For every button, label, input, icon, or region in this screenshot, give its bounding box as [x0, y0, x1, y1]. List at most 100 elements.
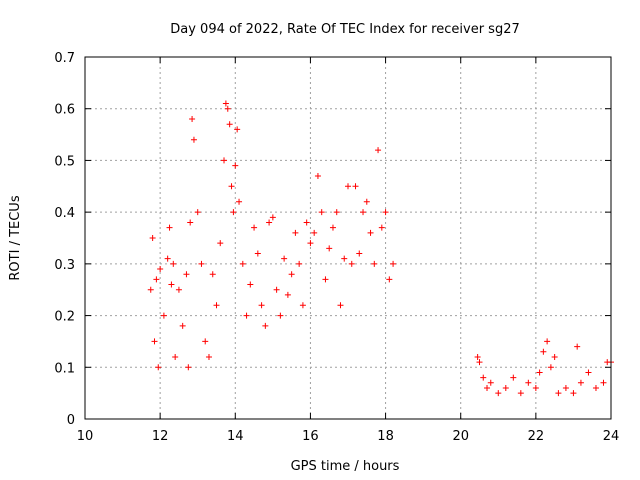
data-point [151, 338, 158, 345]
x-tick-label: 16 [302, 429, 319, 444]
data-point [600, 379, 607, 386]
data-point [170, 260, 177, 267]
x-tick-label: 12 [152, 429, 169, 444]
data-point [363, 198, 370, 205]
data-point [551, 353, 558, 360]
data-point [303, 219, 310, 226]
data-point [155, 364, 162, 371]
data-point [382, 209, 389, 216]
data-point [221, 157, 228, 164]
data-point [517, 390, 524, 397]
chart-title: Day 094 of 2022, Rate Of TEC Index for r… [170, 22, 519, 37]
y-tick-label: 0.6 [54, 103, 75, 118]
data-point [166, 224, 173, 231]
y-tick-label: 0.2 [54, 310, 75, 325]
data-point [329, 224, 336, 231]
data-point [205, 353, 212, 360]
data-point [179, 322, 186, 329]
data-point [337, 302, 344, 309]
data-point [348, 260, 355, 267]
data-point [314, 172, 321, 179]
data-point [495, 390, 502, 397]
data-point [570, 390, 577, 397]
data-point [258, 302, 265, 309]
data-point [222, 100, 229, 107]
data-point [352, 183, 359, 190]
y-tick-label: 0.7 [54, 51, 75, 66]
data-point [254, 250, 261, 257]
data-point [547, 364, 554, 371]
data-point [232, 162, 239, 169]
data-point [224, 105, 231, 112]
data-point [189, 116, 196, 123]
data-point [194, 209, 201, 216]
data-point [544, 338, 551, 345]
data-point [228, 183, 235, 190]
data-point [164, 255, 171, 262]
x-tick-label: 18 [377, 429, 394, 444]
data-point [474, 353, 481, 360]
data-point [273, 286, 280, 293]
data-point [345, 183, 351, 190]
y-tick-label: 0.4 [54, 206, 75, 221]
data-point [592, 384, 599, 391]
data-point [239, 260, 246, 267]
y-tick-label: 0.1 [54, 361, 75, 376]
data-point [333, 209, 340, 216]
y-tick-label: 0 [67, 413, 75, 428]
data-point [562, 384, 569, 391]
data-point [510, 374, 517, 381]
data-point [226, 121, 233, 128]
data-point [198, 260, 205, 267]
data-point [288, 271, 295, 278]
data-point [322, 276, 329, 283]
data-point [536, 369, 543, 376]
axis-ticks: 10 12 14 16 18 20 22 24 0 0.1 0.2 0.3 0.4 0.5 0.6 0.7 [54, 51, 619, 444]
data-point [386, 276, 393, 283]
data-point [318, 209, 325, 216]
data-point [168, 281, 175, 288]
data-point [378, 224, 385, 231]
data-point [183, 271, 190, 278]
data-point [555, 390, 562, 397]
data-point [577, 379, 584, 386]
data-point [574, 343, 581, 350]
data-point [284, 291, 291, 298]
data-points [147, 100, 614, 397]
data-point [277, 312, 284, 319]
data-point [247, 281, 254, 288]
x-axis-label: GPS time / hours [291, 459, 400, 474]
data-point [525, 379, 532, 386]
data-point [371, 260, 378, 267]
data-point [484, 384, 491, 391]
data-point [160, 312, 167, 319]
data-point [266, 219, 273, 226]
data-point [172, 353, 179, 360]
data-point [236, 198, 243, 205]
data-point [296, 260, 303, 267]
data-point [209, 271, 216, 278]
data-point [292, 229, 299, 236]
x-tick-label: 22 [528, 429, 545, 444]
data-point [190, 136, 197, 143]
data-point [326, 245, 333, 252]
data-point [487, 379, 494, 386]
data-point [153, 276, 160, 283]
data-point [540, 348, 547, 355]
y-tick-label: 0.5 [54, 154, 75, 169]
data-point [367, 229, 374, 236]
data-point [307, 240, 314, 247]
data-point [175, 286, 182, 293]
data-point [476, 359, 483, 366]
data-point [251, 224, 258, 231]
data-point [480, 374, 487, 381]
data-point [262, 322, 269, 329]
data-point [213, 302, 220, 309]
x-tick-label: 14 [227, 429, 244, 444]
data-point [311, 229, 318, 236]
data-point [149, 235, 156, 241]
data-point [390, 260, 397, 267]
data-point [299, 302, 306, 309]
data-point [243, 312, 250, 319]
